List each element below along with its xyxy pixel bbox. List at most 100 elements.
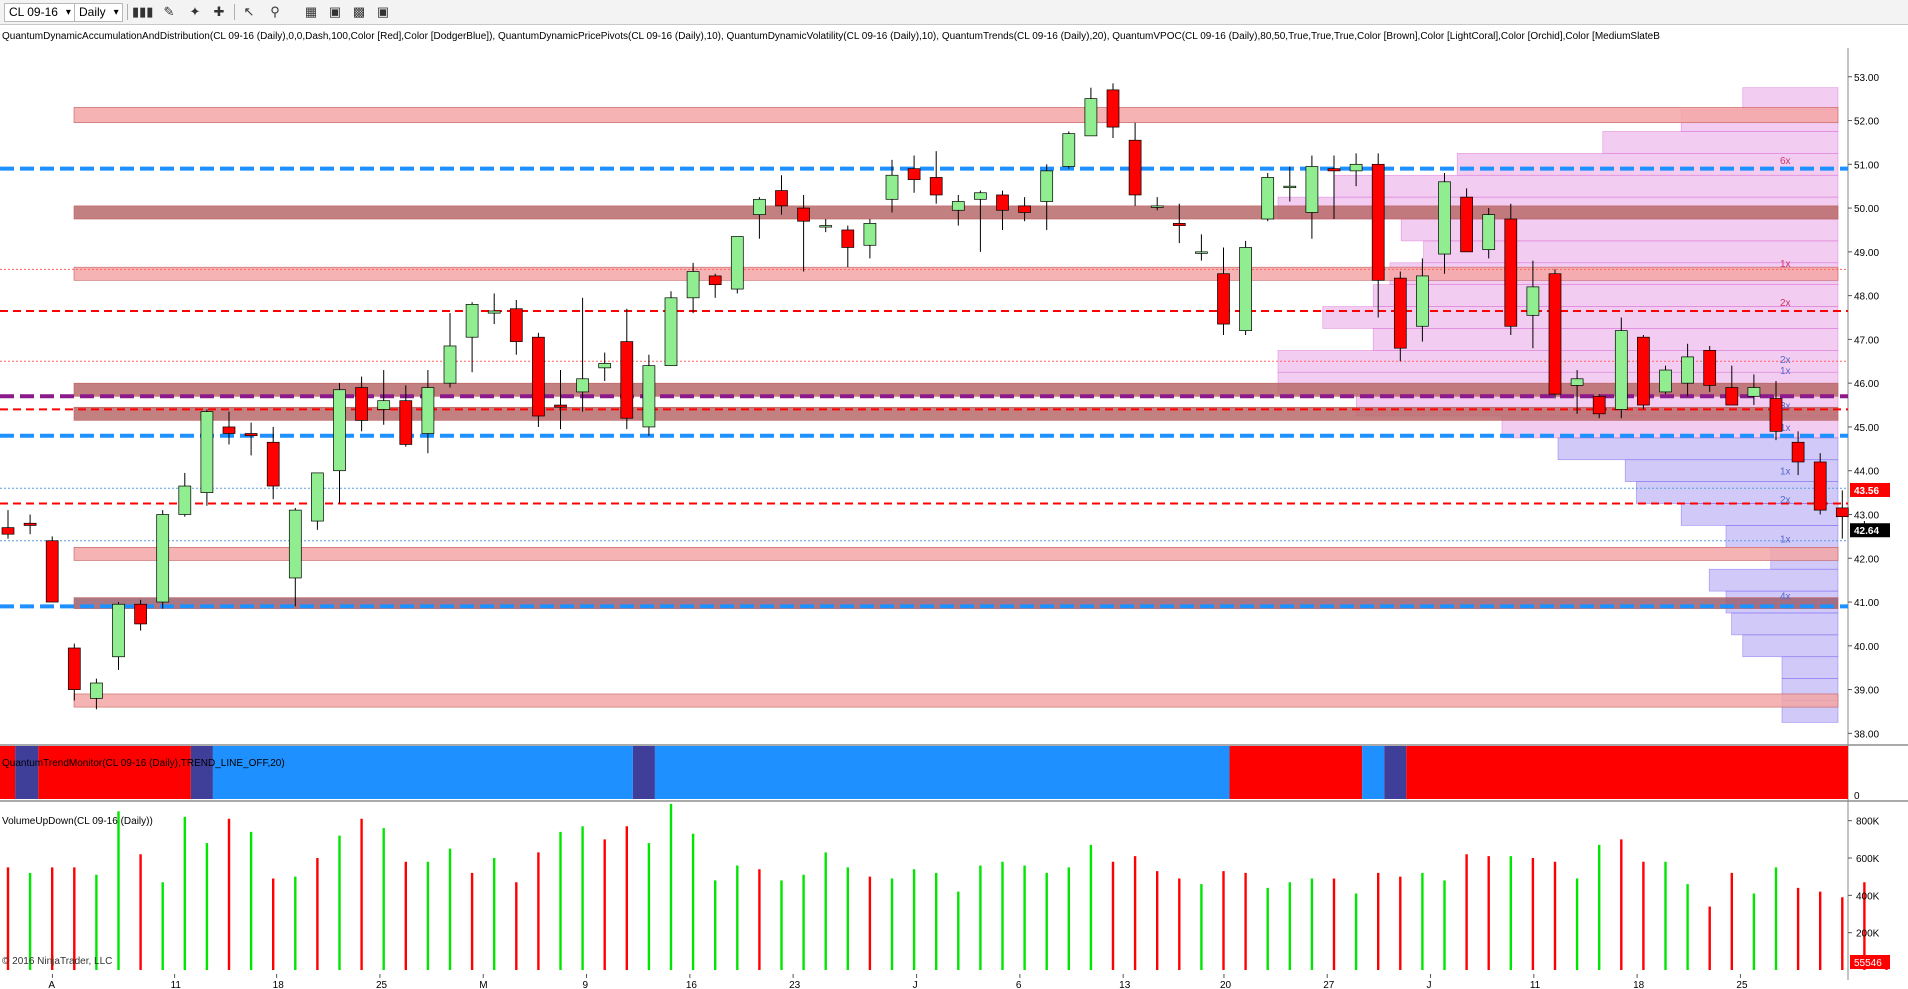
candle-body — [1305, 166, 1319, 213]
candle-body — [753, 198, 766, 215]
price-tick-label: 50.00 — [1854, 204, 1879, 215]
candle — [708, 273, 722, 298]
price-tick-label: 41.00 — [1854, 598, 1879, 609]
candle-body — [399, 400, 413, 445]
candle-body — [841, 229, 855, 248]
chart-toolbar: CL 09-16 Daily ▮▮▮ ✎ ✦ ✚ ↖ ⚲ ▦ ▣ ▩ ▣ — [0, 0, 1908, 25]
candle — [1172, 203, 1186, 244]
crosshair-icon[interactable]: ✚ — [213, 4, 225, 19]
properties-icon[interactable]: ▩ — [352, 4, 366, 19]
candle — [1769, 380, 1783, 441]
vpoc-label: 6x — [1780, 156, 1791, 167]
candle-body — [620, 341, 634, 419]
volume-profile-bar — [1731, 612, 1839, 636]
volume-tick-label: 600K — [1856, 854, 1880, 865]
price-tick-label: 39.00 — [1854, 686, 1879, 697]
candle-body — [532, 336, 545, 417]
price-tick-label: 43.00 — [1854, 510, 1879, 521]
volume-label: VolumeUpDown(CL 09-16 (Daily)) — [2, 816, 153, 827]
candle — [1504, 203, 1518, 336]
candle-body — [1393, 277, 1407, 349]
candle — [730, 236, 744, 294]
trend-segment — [190, 746, 213, 799]
candle-body — [1681, 356, 1694, 384]
price-badge-bg — [1850, 523, 1890, 538]
candle — [1217, 247, 1230, 336]
candle-body — [819, 225, 833, 228]
instrument-selector[interactable]: CL 09-16 — [4, 3, 75, 22]
candle — [399, 385, 413, 447]
candle — [1371, 153, 1385, 318]
candle-body — [443, 345, 457, 384]
candle — [1813, 453, 1827, 515]
vpoc-label: 2x — [1780, 355, 1791, 366]
zoom-icon[interactable]: ⚲ — [270, 4, 280, 19]
candle-body — [45, 540, 59, 603]
candle — [465, 302, 479, 373]
candle — [1416, 258, 1429, 342]
price-tick-label: 46.00 — [1854, 379, 1879, 390]
candle — [1703, 345, 1717, 392]
candle — [1614, 317, 1628, 419]
marker-icon[interactable]: ✦ — [189, 4, 201, 19]
candle-body — [222, 426, 236, 434]
candle-body — [244, 433, 258, 437]
candle — [686, 262, 700, 314]
candle-body — [1526, 286, 1540, 316]
candle-body — [1460, 196, 1473, 253]
candle-body — [311, 472, 324, 522]
volume-profile-bar — [1372, 284, 1839, 307]
candle-body — [487, 310, 501, 314]
candle — [1548, 269, 1562, 399]
candle-body — [730, 236, 744, 290]
volume-badge-label: 55546 — [1854, 958, 1882, 969]
candle — [355, 376, 368, 432]
draw-pencil-icon[interactable]: ✎ — [163, 4, 175, 19]
price-tick-label: 49.00 — [1854, 248, 1879, 259]
volume-tick-label: 200K — [1856, 929, 1880, 940]
candle — [929, 151, 943, 204]
candle-body — [1835, 507, 1849, 518]
candle — [797, 194, 810, 272]
candle — [576, 297, 589, 412]
date-tick-label: M — [479, 980, 487, 989]
volume-profile-bar — [1742, 87, 1839, 110]
trend-segment — [38, 746, 191, 799]
data-box-icon[interactable]: ▣ — [328, 4, 342, 19]
price-tick-label: 38.00 — [1854, 729, 1879, 740]
pointer-icon[interactable]: ↖ — [243, 4, 255, 19]
candle — [134, 599, 147, 631]
candle — [1482, 208, 1496, 259]
toolbar-separator — [234, 4, 235, 20]
interval-selector[interactable]: Daily — [74, 3, 123, 22]
candle-body — [1813, 461, 1827, 511]
trend-segment — [654, 746, 1230, 799]
vpoc-label: 3x — [1780, 401, 1791, 412]
bar-type-icon[interactable]: ▮▮▮ — [132, 4, 154, 19]
strategy-icon[interactable]: ▣ — [376, 4, 390, 19]
candle-body — [465, 304, 479, 338]
sr-zone — [73, 107, 1839, 124]
volume-profile-bar — [1781, 656, 1839, 679]
volume-profile-bar — [1742, 634, 1839, 658]
candle — [1040, 164, 1054, 230]
candle — [532, 332, 545, 427]
candle — [67, 643, 81, 701]
date-tick-label: J — [1427, 980, 1432, 989]
price-tick-label: 52.00 — [1854, 117, 1879, 128]
candle — [1393, 271, 1407, 362]
candle-body — [1106, 89, 1120, 128]
candle — [885, 159, 899, 213]
candle-body — [598, 363, 612, 369]
candle — [554, 370, 567, 430]
axis-layer: 38.00 39.00 40.00 41.00 42.00 43.00 44.00 45.00… — [48, 73, 1890, 989]
candle-body — [1040, 170, 1054, 202]
chart-props-icon[interactable]: ▦ — [304, 4, 318, 19]
candle — [178, 472, 192, 517]
candle — [156, 510, 170, 609]
candle — [1570, 370, 1584, 414]
candle-body — [421, 387, 435, 434]
candle — [1, 510, 15, 539]
